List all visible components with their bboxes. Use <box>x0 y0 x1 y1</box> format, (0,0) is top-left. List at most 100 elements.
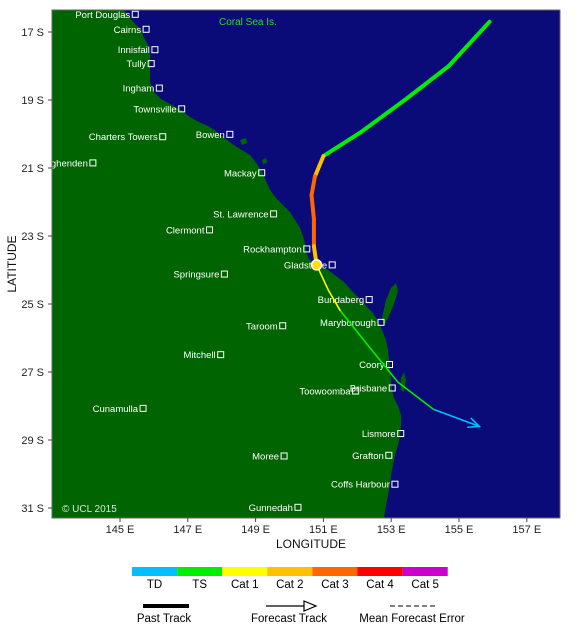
town-marker: Springsure <box>173 270 228 281</box>
town-label: Mitchell <box>183 350 215 361</box>
town-label: Tully <box>126 59 146 70</box>
lon-tick-label: 155 E <box>445 524 474 536</box>
legend-mean-forecast-error: Mean Forecast Error <box>359 605 465 625</box>
town-square-icon <box>139 404 147 412</box>
forecast-track-segment <box>327 289 342 312</box>
town-square-icon <box>294 503 302 511</box>
forecast-arrow-icon <box>303 600 318 612</box>
town-label: Charters Towers <box>89 132 158 143</box>
category-swatch <box>357 567 403 576</box>
town-square-icon <box>178 105 186 113</box>
category-swatch <box>312 567 358 576</box>
town-marker: Hughenden <box>39 158 97 169</box>
town-square-icon <box>386 361 394 369</box>
town-square-icon <box>328 261 336 269</box>
past-track-label: Past Track <box>137 613 192 625</box>
town-marker: Moree <box>252 451 288 462</box>
town-marker: Bundaberg <box>318 295 373 306</box>
category-label: Cat 4 <box>366 579 394 591</box>
town-marker: Rockhampton <box>243 244 311 255</box>
past-track-segment <box>312 154 326 179</box>
town-label: Coory <box>359 360 385 371</box>
past-track-segment <box>402 64 451 102</box>
coral-sea-label: Coral Sea Is. <box>219 17 277 28</box>
town-square-icon <box>352 387 360 395</box>
town-label: Brisbane <box>350 383 388 394</box>
town-marker: Taroom <box>246 321 287 332</box>
category-label: Cat 1 <box>231 579 259 591</box>
town-label: Mackay <box>224 168 257 179</box>
category-swatch <box>402 567 448 576</box>
town-marker: Charters Towers <box>89 132 167 143</box>
past-track-segment <box>321 130 363 159</box>
town-label: Springsure <box>173 270 219 281</box>
town-label: Cunamulla <box>93 404 139 415</box>
town-label: Clermont <box>166 225 205 236</box>
town-square-icon <box>303 245 311 253</box>
town-marker: St. Lawrence <box>213 209 278 220</box>
legend-past-track: Past Track <box>137 604 192 625</box>
town-square-icon <box>270 210 278 218</box>
town-label: Innisfail <box>118 45 150 56</box>
town-square-icon <box>147 60 155 68</box>
forecast-track-segment <box>433 408 480 428</box>
town-square-icon <box>258 169 266 177</box>
town-label: Lismore <box>362 429 396 440</box>
lat-tick-label: 31 S <box>21 503 44 515</box>
map-area[interactable]: Port Douglas Cairns Innisfail Tully Ingham To… <box>39 9 561 519</box>
past-track-segment <box>309 174 317 198</box>
lat-tick-label: 29 S <box>21 435 44 447</box>
past-track-segment <box>446 19 492 68</box>
y-axis-title: LATITUDE <box>5 235 19 292</box>
town-square-icon <box>279 322 287 330</box>
town-square-icon <box>391 480 399 488</box>
category-swatch <box>222 567 268 576</box>
lon-tick-label: 151 E <box>309 524 338 536</box>
town-square-icon <box>142 25 150 33</box>
town-marker: Cunamulla <box>93 404 147 415</box>
town-marker: Mackay <box>224 168 266 179</box>
lon-tick-label: 147 E <box>173 524 202 536</box>
town-label: Maryborough <box>320 318 376 329</box>
towns-layer: Port Douglas Cairns Innisfail Tully Ingham To… <box>39 10 405 514</box>
town-square-icon <box>280 452 288 460</box>
town-marker: Maryborough <box>320 318 385 329</box>
map-border <box>51 9 561 519</box>
lat-tick-label: 23 S <box>21 231 44 243</box>
town-marker: Gladstone <box>284 260 336 271</box>
lat-tick-label: 19 S <box>21 95 44 107</box>
town-square-icon <box>397 430 405 438</box>
town-label: Grafton <box>352 451 384 462</box>
town-square-icon <box>89 159 97 167</box>
town-label: Townsville <box>133 104 176 115</box>
town-marker: Ingham <box>123 84 163 95</box>
town-label: Rockhampton <box>243 244 302 255</box>
fraser-island <box>382 283 398 326</box>
town-label: Gunnedah <box>249 503 293 514</box>
town-marker: Grafton <box>352 451 393 462</box>
category-swatch <box>267 567 313 576</box>
mean-forecast-error-label: Mean Forecast Error <box>359 613 465 625</box>
town-square-icon <box>388 384 396 392</box>
town-label: Moree <box>252 451 279 462</box>
lon-tick-label: 145 E <box>106 524 135 536</box>
town-marker: Mitchell <box>183 350 225 361</box>
town-square-icon <box>365 296 373 304</box>
current-position-marker[interactable] <box>310 259 323 271</box>
town-marker: Lismore <box>362 429 405 440</box>
town-marker: Cairns <box>114 25 150 36</box>
town-marker: Coory <box>359 360 394 371</box>
town-square-icon <box>377 318 385 326</box>
land-mass <box>52 10 401 518</box>
track-layer <box>309 19 492 429</box>
town-label: Coffs Harbour <box>331 480 390 491</box>
town-marker: Coffs Harbour <box>331 480 399 491</box>
town-square-icon <box>220 270 228 278</box>
whitsunday-islands <box>240 138 267 164</box>
credit-text: © UCL 2015 <box>62 504 117 515</box>
legend: TD TS Cat 1 Cat 2 Cat 3 Cat 4 Cat 5 Past Track… <box>132 567 465 625</box>
forecast-track-label: Forecast Track <box>251 613 327 625</box>
town-marker: Innisfail <box>118 45 159 56</box>
town-square-icon <box>226 130 234 138</box>
